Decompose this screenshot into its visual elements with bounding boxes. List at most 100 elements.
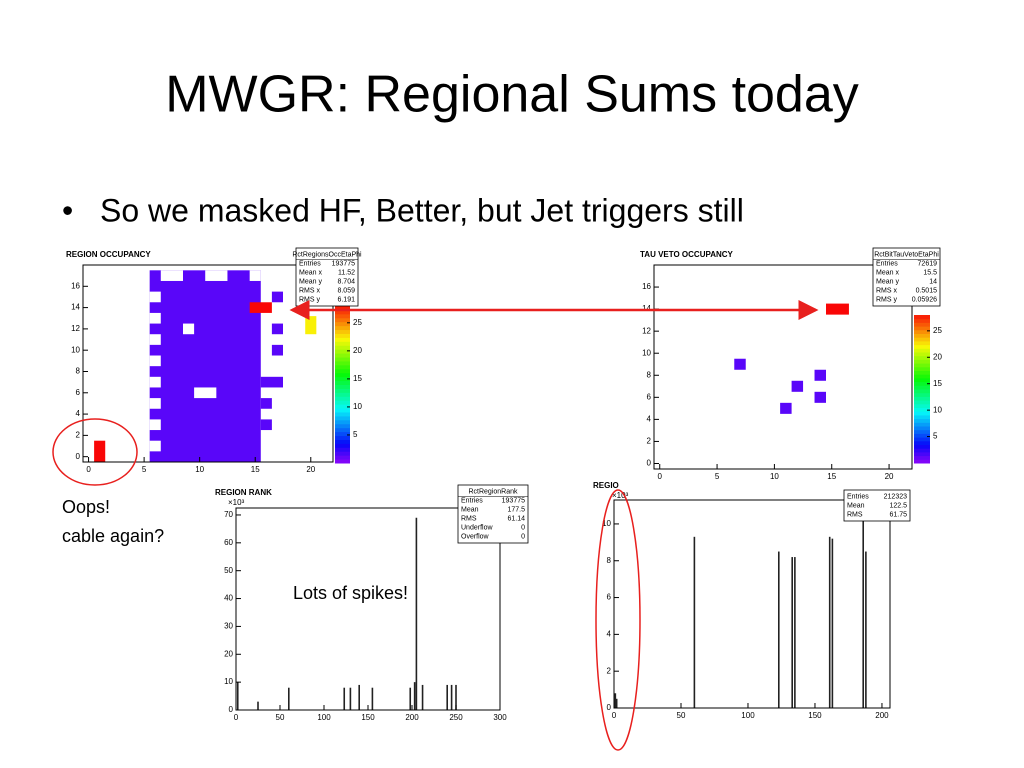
y-tick-label: 50 [224,566,233,575]
stats-value: 15.5 [923,269,937,276]
y-tick-label: 14 [642,304,651,313]
y-tick-label: 0 [647,459,652,468]
colorbar-step [335,404,350,409]
colorbar-step [914,392,930,397]
x-tick-label: 0 [86,465,91,474]
colorbar-step [335,415,350,421]
stats-value: 8.704 [337,278,355,285]
plot-title: REGION RANK [215,488,272,497]
spike [862,500,865,708]
stats-label: Entries [299,260,321,267]
cell [149,312,161,324]
colorbar-step [335,325,350,331]
stats-title: RctBitTauVetoEtaPhi [874,251,939,258]
stats-box [872,247,941,307]
plot: TAU VETO OCCUPANCY 0 5 10 15 20 0 2 4 6 8 10 12 14 16 5… [640,247,942,481]
spike [614,693,617,708]
plot-title: REGIO [593,481,619,490]
plot-body [236,517,457,710]
cell [205,270,228,281]
spike [409,687,412,710]
colorbar-step [335,360,350,366]
stats-value: 14 [929,278,937,285]
stats-title: RctRegionRank [468,488,518,495]
spike [371,687,374,710]
cell [94,440,106,462]
stats-label: RMS y [876,296,898,303]
x-tick-label: 5 [142,465,147,474]
spike [257,701,259,710]
y-tick-label: 10 [71,345,80,354]
stats-label: Mean [461,506,479,513]
colorbar-step [335,408,350,413]
colorbar-step [335,353,350,358]
cell [260,419,272,431]
y-tick-label: 4 [607,629,612,638]
colorbar-step [914,374,930,379]
cell [149,334,161,345]
colorbar-step [914,385,930,390]
colorbar-step [335,396,350,401]
stats-label: RMS x [876,287,898,294]
colorbar-step [914,352,930,357]
colorbar-step [335,419,350,425]
colorbar-step [914,348,930,353]
colorbar-step [914,340,930,346]
x-tick-label: 20 [306,465,315,474]
y-tick-label: 0 [76,452,81,461]
highlight-ellipse [52,418,138,486]
stats-label: Mean x [299,269,322,276]
note: cable again? [62,526,164,546]
cell [183,323,195,335]
colorbar-step [914,400,930,405]
cell [149,398,161,409]
y-tick-label: 16 [642,282,651,291]
colorbar-step [914,326,930,331]
plot-body [614,500,867,708]
colorbar-step [914,440,930,445]
stats-label: RMS x [299,287,321,294]
stats-title: RctRegionsOccEtaPhi [292,251,362,258]
cell [814,391,826,403]
colorbar-step [914,422,930,427]
y-tick-label: 4 [76,409,81,418]
y-tick-label: 6 [647,392,652,401]
y-tick-label: 8 [647,370,652,379]
y-tick-label: 10 [642,348,651,357]
stats-value: 0.05926 [912,296,937,303]
spike [415,517,418,710]
x-tick-label: 50 [677,711,686,720]
colorbar-step [335,321,350,327]
colorbar-step [335,357,350,362]
x-tick-label: 150 [808,711,822,720]
stats-label: Mean y [299,278,322,285]
y-tick-label: 6 [607,593,612,602]
y-tick-label: 2 [607,666,612,675]
y-tick-label: 12 [642,326,651,335]
y-multiplier: ×10³ [612,491,629,500]
y-multiplier: ×10³ [228,498,245,507]
y-tick-label: 60 [224,538,233,547]
stats-value: 0 [521,524,525,531]
stats-value: 61.75 [889,511,907,518]
x-tick-label: 15 [251,465,260,474]
stats-value: 122.5 [889,502,907,509]
z-tick-label: 20 [933,352,942,361]
colorbar-step [914,359,930,364]
y-tick-label: 4 [647,414,652,423]
cell [271,344,283,356]
z-tick-label: 25 [353,318,362,327]
x-tick-label: 200 [875,711,889,720]
colorbar-step [335,392,350,397]
cell [160,270,183,281]
y-tick-label: 40 [224,594,233,603]
colorbar-step [335,459,350,464]
cell [734,358,746,370]
cell [826,303,849,315]
colorbar-step [914,322,930,327]
y-tick-label: 6 [76,388,81,397]
cell [194,387,217,399]
colorbar-step [914,433,930,438]
